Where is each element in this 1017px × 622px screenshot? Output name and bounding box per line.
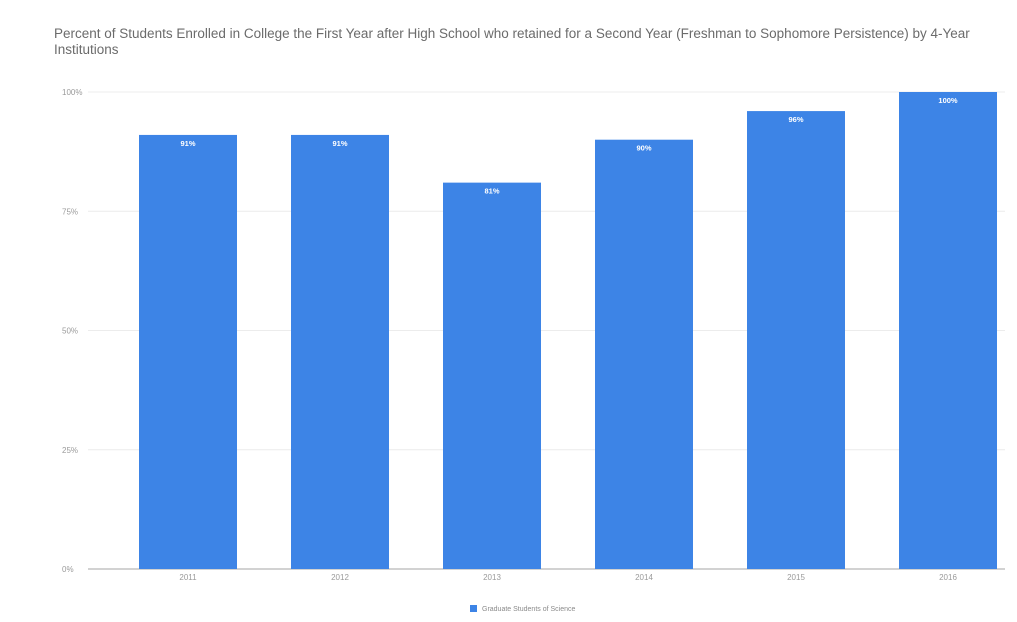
x-tick-label: 2012: [331, 573, 349, 582]
bar-data-label: 96%: [788, 115, 803, 124]
bar-data-label: 90%: [636, 144, 651, 153]
grid-lines: [88, 91, 1005, 570]
y-axis-tick-labels: 0% 25% 50% 75% 100%: [62, 88, 82, 574]
bar: [139, 134, 237, 569]
bar: [747, 111, 845, 569]
chart-title: Percent of Students Enrolled in College …: [54, 26, 970, 57]
y-tick-label: 100%: [62, 88, 82, 97]
bar: [595, 139, 693, 569]
y-tick-label: 75%: [62, 207, 78, 216]
x-tick-label: 2015: [787, 573, 805, 582]
x-tick-label: 2011: [179, 573, 197, 582]
bar-data-label: 91%: [332, 139, 347, 148]
x-axis-tick-labels: 2011 2012 2013 2014 2015 2016: [179, 573, 957, 582]
x-tick-label: 2013: [483, 573, 501, 582]
y-tick-label: 0%: [62, 565, 74, 574]
y-tick-label: 50%: [62, 327, 78, 336]
bar-data-label: 81%: [484, 187, 499, 196]
bar: [443, 182, 541, 569]
x-tick-label: 2016: [939, 573, 957, 582]
bar-data-label: 100%: [938, 96, 958, 105]
legend: Graduate Students of Science: [470, 605, 575, 613]
bar: [899, 92, 997, 569]
bar-data-label: 91%: [180, 139, 195, 148]
bars: 91% 91% 81% 90% 96% 100%: [139, 92, 997, 569]
legend-swatch: [470, 605, 477, 612]
y-tick-label: 25%: [62, 446, 78, 455]
legend-label: Graduate Students of Science: [482, 606, 575, 613]
bar: [291, 134, 389, 569]
x-tick-label: 2014: [635, 573, 653, 582]
